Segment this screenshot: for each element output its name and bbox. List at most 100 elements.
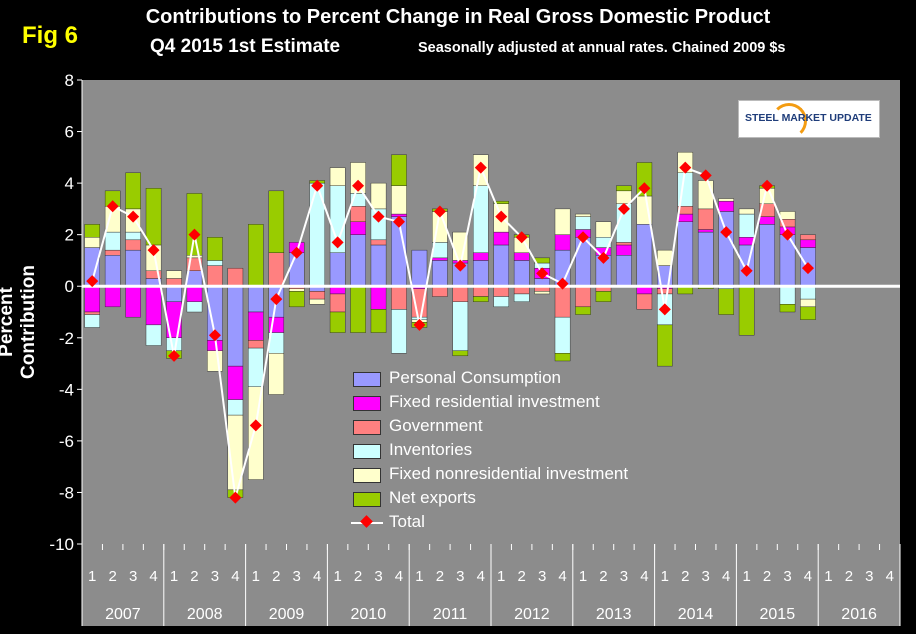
bar-segment — [84, 286, 100, 313]
bar-segment — [186, 193, 203, 256]
steel-market-update-logo: STEEL MARKET UPDATE — [738, 100, 880, 139]
bar-segment — [207, 260, 223, 266]
bar-segment — [104, 255, 121, 287]
bar-segment — [391, 185, 407, 215]
quarter-label: 3 — [783, 568, 791, 585]
bar-segment — [513, 260, 530, 287]
bar-segment — [697, 229, 714, 233]
bar-segment — [166, 337, 182, 351]
bar-segment — [493, 244, 509, 287]
quarter-label: 4 — [477, 568, 485, 585]
bar-segment — [288, 291, 305, 308]
quarter-label: 4 — [395, 568, 403, 585]
y-tick-label: 4 — [65, 174, 74, 193]
bar-segment — [534, 291, 550, 295]
year-label: 2008 — [187, 606, 223, 623]
bar-segment — [145, 286, 162, 326]
quarter-label: 2 — [109, 568, 117, 585]
quarter-label: 1 — [88, 568, 96, 585]
bar-segment — [186, 270, 203, 287]
bar-segment — [84, 314, 100, 328]
total-marker — [699, 169, 712, 182]
bar-segment — [370, 286, 387, 310]
bar-segment — [595, 221, 612, 238]
total-marker — [208, 329, 221, 342]
bar-segment — [207, 237, 223, 261]
total-marker — [801, 262, 814, 275]
bar-segment — [473, 260, 489, 287]
bar-segment — [432, 286, 448, 297]
quarter-label: 1 — [333, 568, 341, 585]
quarter-label: 3 — [293, 568, 301, 585]
total-marker — [740, 264, 753, 277]
quarter-label: 2 — [681, 568, 689, 585]
bar-segment — [227, 286, 244, 367]
bar-segment — [350, 221, 366, 235]
total-marker — [290, 246, 303, 259]
logo-swoosh-icon — [771, 103, 807, 139]
legend-item-government: Government — [351, 416, 651, 438]
quarter-label: 1 — [415, 568, 423, 585]
total-marker — [515, 231, 528, 244]
quarter-label: 1 — [497, 568, 505, 585]
year-label: 2012 — [514, 606, 550, 623]
legend-label: Fixed nonresidential investment — [389, 464, 629, 483]
bar-segment — [370, 244, 387, 287]
bar-segment — [391, 309, 407, 354]
bar-segment — [268, 353, 285, 395]
bar-segment — [554, 353, 571, 362]
quarter-label: 2 — [354, 568, 362, 585]
quarter-label: 3 — [620, 568, 628, 585]
bar-segment — [575, 286, 591, 308]
quarter-label: 3 — [374, 568, 382, 585]
bar-segment — [432, 260, 448, 287]
y-tick-label: 8 — [65, 71, 74, 90]
bar-segment — [227, 267, 244, 287]
bar-segment — [248, 340, 264, 349]
bar-segment — [616, 255, 632, 287]
bar-segment — [370, 239, 387, 246]
bar-segment — [718, 288, 734, 315]
total-marker — [147, 244, 160, 257]
year-label: 2009 — [269, 606, 305, 623]
quarter-label: 2 — [436, 568, 444, 585]
bar-segment — [329, 293, 346, 313]
chart-legend: Personal Consumption Fixed residential i… — [343, 364, 657, 534]
legend-item-total: Total — [351, 512, 651, 534]
total-marker — [658, 303, 671, 316]
bar-segment — [125, 239, 141, 251]
year-label: 2011 — [433, 606, 468, 623]
legend-label: Total — [389, 512, 425, 531]
bar-segment — [370, 182, 387, 210]
quarter-label: 3 — [702, 568, 710, 585]
bar-segment — [432, 257, 448, 261]
bar-segment — [104, 249, 121, 256]
quarter-label: 1 — [661, 568, 669, 585]
bar-segment — [145, 324, 162, 346]
bar-segment — [350, 206, 366, 222]
bar-segment — [248, 224, 264, 287]
bar-segment — [125, 286, 141, 318]
bar-segment — [370, 309, 387, 333]
bar-segment — [554, 234, 571, 251]
bar-segment — [513, 252, 530, 261]
bar-segment — [248, 347, 264, 387]
bar-segment — [227, 365, 244, 400]
bar-segment — [473, 252, 489, 261]
total-marker — [474, 161, 487, 174]
bar-segment — [104, 231, 121, 251]
total-marker — [86, 275, 99, 288]
y-tick-label: -6 — [59, 432, 74, 451]
legend-label: Net exports — [389, 488, 476, 507]
bar-segment — [657, 324, 673, 367]
year-label: 2010 — [351, 606, 387, 623]
chart-title: Contributions to Percent Change in Real … — [145, 6, 771, 28]
quarter-label: 3 — [538, 568, 546, 585]
total-marker — [720, 226, 733, 239]
total-marker — [311, 179, 324, 192]
legend-swatch — [353, 444, 381, 459]
quarter-label: 4 — [149, 568, 157, 585]
chart-subtitle: Seasonally adjusted at annual rates. Cha… — [418, 40, 786, 56]
bar-segment — [800, 306, 816, 320]
